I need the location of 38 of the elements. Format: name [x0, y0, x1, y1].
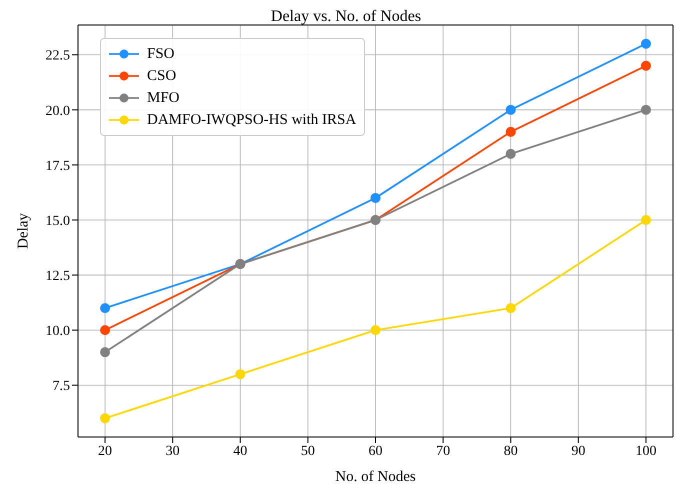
x-tick-label: 40 — [233, 444, 248, 459]
point — [506, 104, 516, 115]
x-tick-label: 60 — [368, 444, 382, 459]
y-tick-label: 7.5 — [52, 379, 70, 394]
x-tick-label: 70 — [436, 444, 450, 459]
point — [506, 148, 516, 159]
chart-title: Delay vs. No. of Nodes — [270, 8, 422, 26]
point — [100, 325, 110, 336]
point — [370, 325, 380, 336]
y-tick-label: 17.5 — [46, 158, 70, 174]
y-tick-label: 20.0 — [46, 104, 70, 119]
x-tick-label: 50 — [300, 444, 315, 459]
point — [640, 60, 651, 71]
point — [100, 303, 110, 314]
x-tick-label: 100 — [635, 444, 656, 459]
legend-label: FSO — [147, 46, 175, 62]
point — [506, 126, 516, 137]
y-tick-label: 12.5 — [46, 269, 70, 284]
legend-label: DAMFO-IWQPSO-HS with IRSA — [147, 112, 356, 128]
point — [640, 38, 651, 49]
y-axis-title: Delay — [15, 212, 32, 249]
legend-label: MFO — [147, 90, 180, 106]
x-tick-label: 90 — [571, 444, 586, 459]
point — [100, 413, 110, 424]
x-tick-label: 20 — [98, 444, 112, 459]
y-tick-label: 22.5 — [46, 48, 70, 64]
point — [640, 214, 651, 225]
point — [506, 303, 516, 314]
point — [370, 192, 380, 203]
y-tick-label: 10.0 — [46, 324, 70, 340]
point — [100, 347, 110, 358]
x-tick-label: 80 — [504, 444, 518, 459]
point — [640, 104, 651, 115]
y-tick-label: 15.0 — [46, 214, 70, 229]
x-tick-label: 30 — [166, 444, 180, 459]
point — [235, 369, 246, 380]
x-axis-title: No. of Nodes — [335, 469, 416, 485]
legend-label: CSO — [147, 68, 176, 84]
